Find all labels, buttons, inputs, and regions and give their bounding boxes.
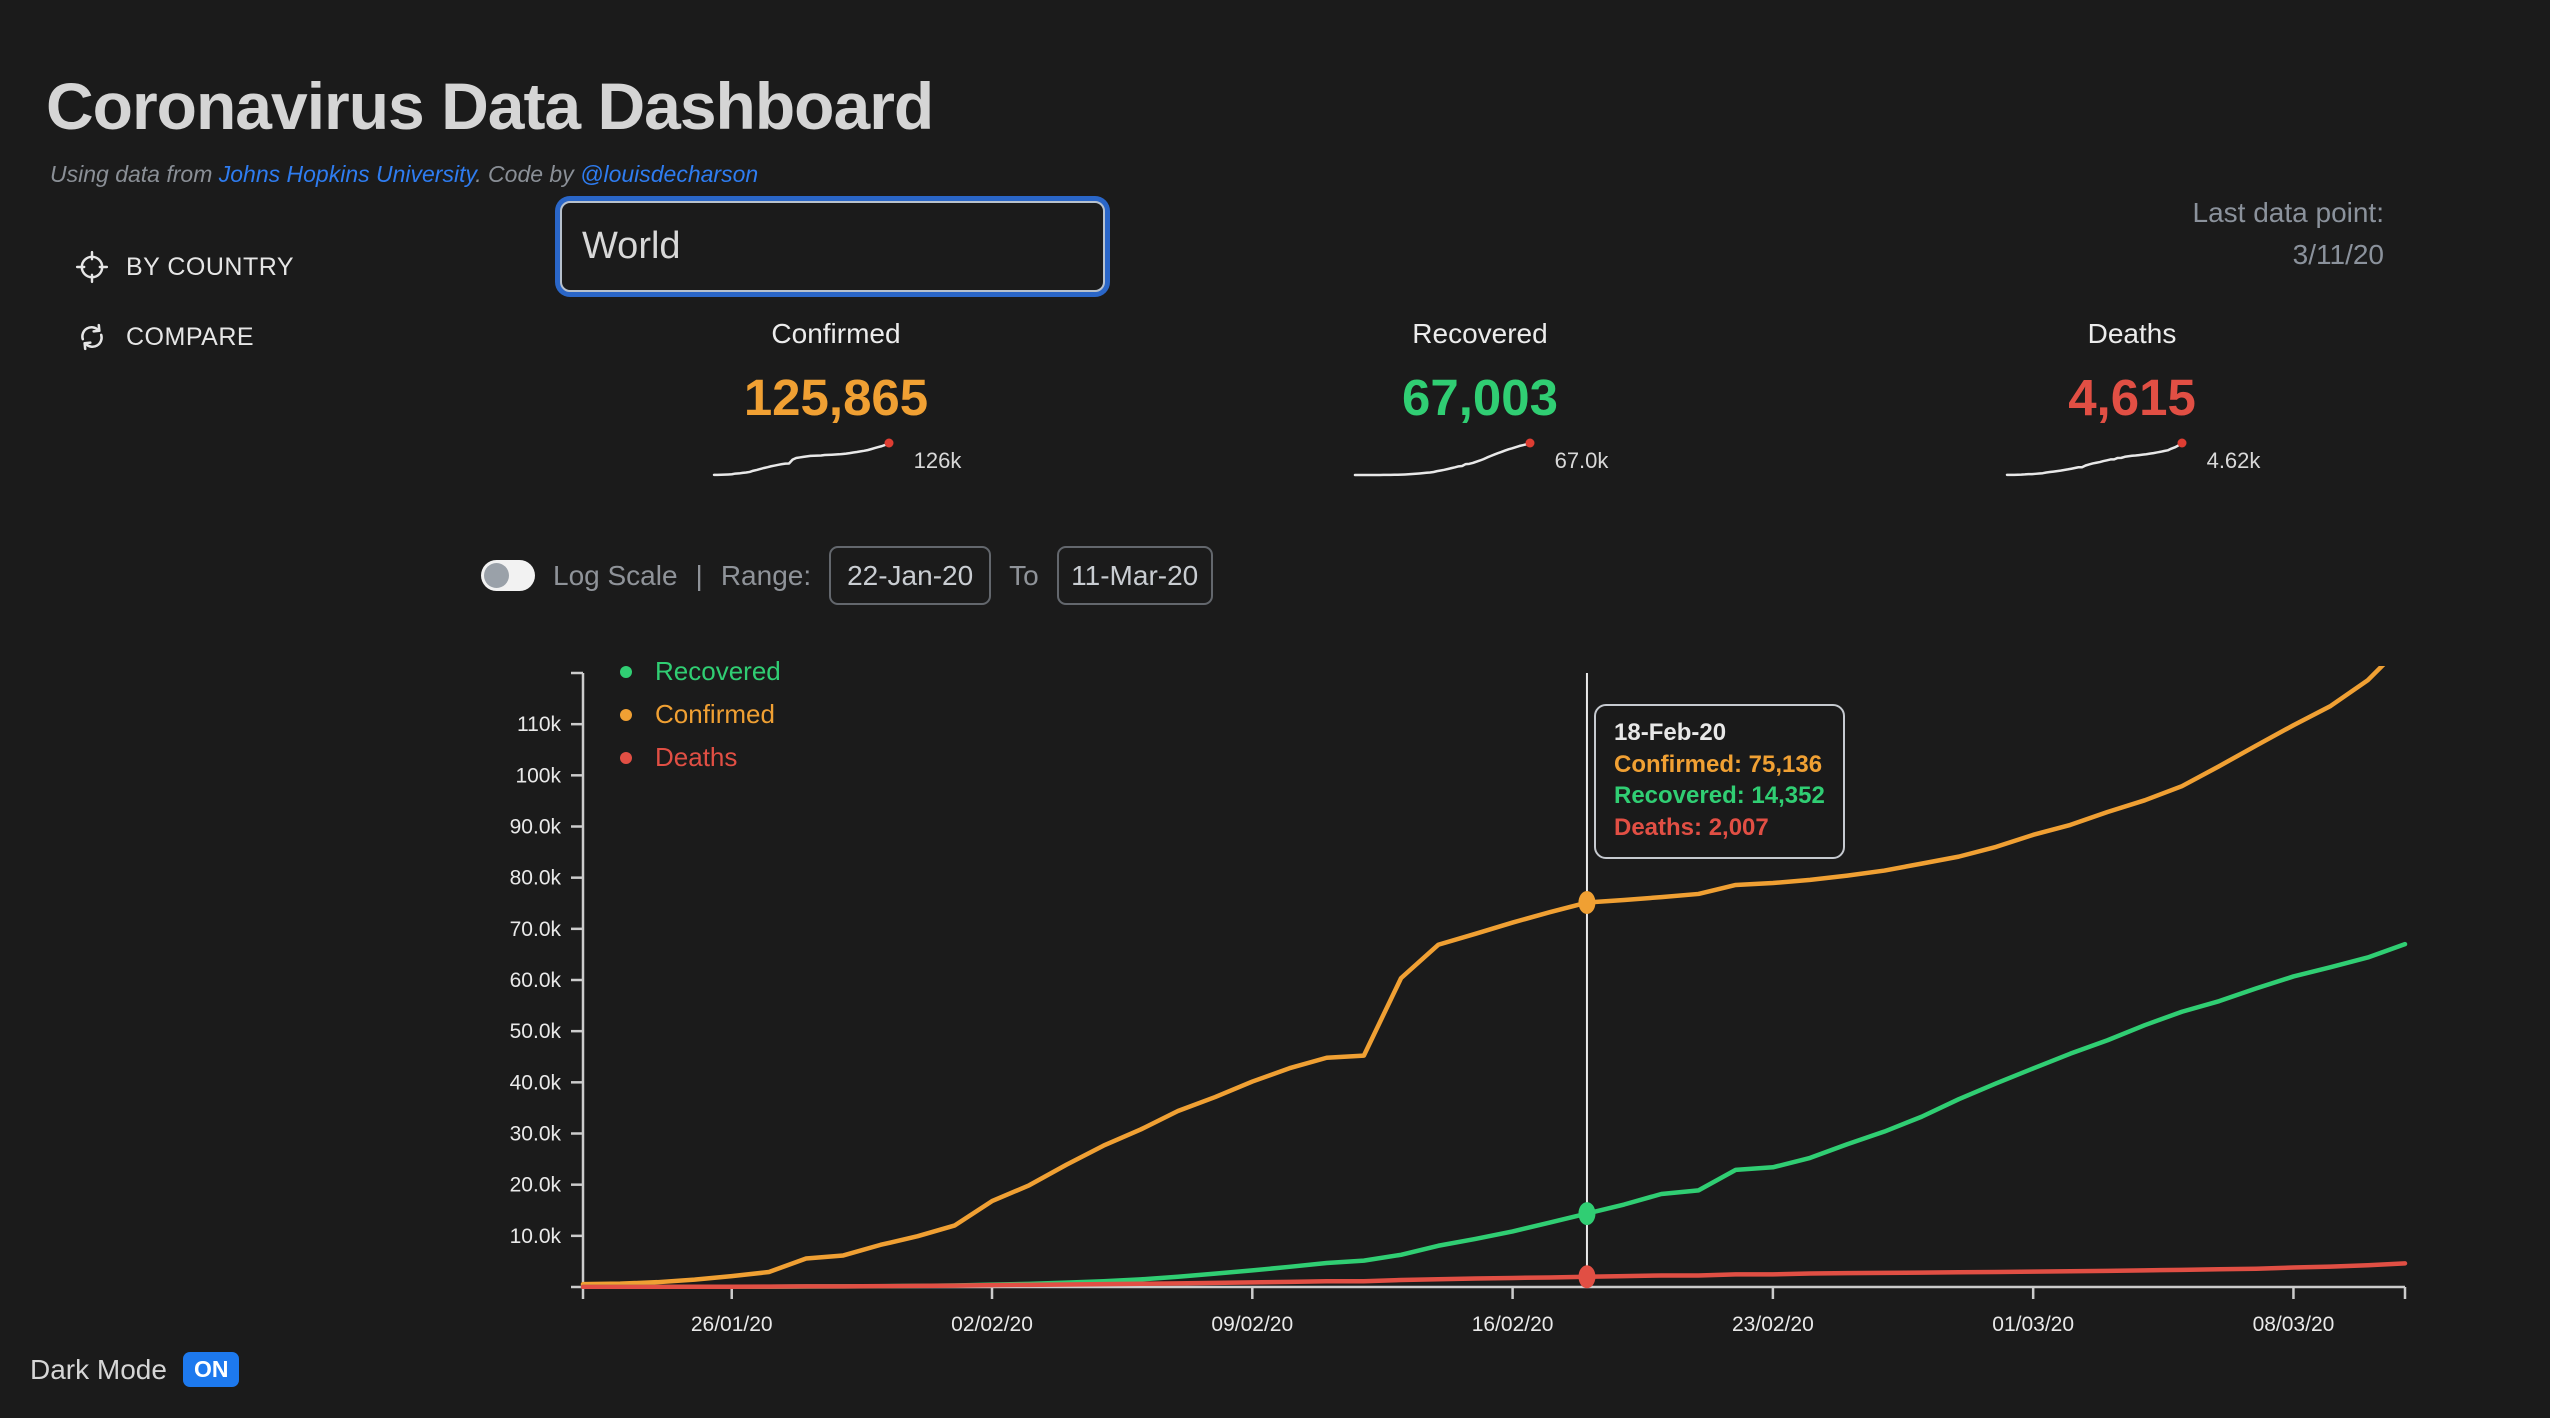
dark-mode-label: Dark Mode <box>30 1353 167 1385</box>
log-scale-label: Log Scale <box>553 559 678 591</box>
legend-label: Confirmed <box>655 699 775 729</box>
tooltip-date: 18-Feb-20 <box>1614 719 1727 746</box>
last-data-point-label: Last data point: <box>2192 197 2384 228</box>
x-axis-tick-label: 09/02/20 <box>1211 1313 1293 1336</box>
subtitle-mid: . Code by <box>475 161 581 187</box>
subtitle: Using data from Johns Hopkins University… <box>50 161 758 188</box>
recovered-hover-dot <box>1578 1202 1596 1226</box>
x-axis-tick-label: 16/02/20 <box>1472 1313 1554 1336</box>
sidebar-item-label: BY COUNTRY <box>126 252 295 281</box>
chart-legend: Recovered Confirmed Deaths <box>620 650 781 779</box>
legend-dot <box>620 665 632 678</box>
x-axis-tick-label: 02/02/20 <box>951 1313 1033 1336</box>
chart-tooltip: 18-Feb-20 Confirmed: 75,136 Recovered: 14,… <box>1594 704 1845 859</box>
main-chart-area[interactable]: 10.0k 20.0k 30.0k 40.0k 50.0k 60.0k 70.0k 80.0k… <box>0 640 2550 1350</box>
tooltip-row-recovered: Recovered: 14,352 <box>1614 782 1825 810</box>
range-from-input[interactable] <box>829 546 992 605</box>
x-axis-tick-label: 26/01/20 <box>691 1313 773 1336</box>
to-label: To <box>1009 559 1039 591</box>
dark-mode-badge[interactable]: ON <box>182 1352 240 1387</box>
y-axis-tick-label: 10.0k <box>510 1225 562 1248</box>
y-axis-tick-label: 20.0k <box>510 1174 562 1197</box>
y-axis-tick-label: 30.0k <box>510 1123 562 1146</box>
sparkline-recovered <box>1353 438 1535 477</box>
main-chart-svg[interactable]: 10.0k 20.0k 30.0k 40.0k 50.0k 60.0k 70.0k 80.0k… <box>0 640 2550 1350</box>
legend-item-confirmed[interactable]: Confirmed <box>620 693 781 736</box>
y-axis-tick-label: 110k <box>517 713 561 736</box>
sparkline-deaths <box>2005 438 2187 477</box>
sidebar-item-label: COMPARE <box>126 322 255 351</box>
stat-label: Deaths <box>2087 318 2177 349</box>
author-link[interactable]: @louisdecharson <box>580 161 759 187</box>
stat-label: Recovered <box>1412 318 1548 349</box>
sidebar-item-by-country[interactable]: BY COUNTRY <box>74 242 294 292</box>
dark-mode-control: Dark Mode ON <box>30 1352 240 1387</box>
y-axis-tick-label: 60.0k <box>510 969 562 992</box>
legend-label: Recovered <box>655 656 781 686</box>
range-label: Range: <box>720 559 812 591</box>
range-to-input[interactable] <box>1056 546 1213 605</box>
legend-item-recovered[interactable]: Recovered <box>620 650 781 693</box>
y-axis-tick-label: 100k <box>515 764 561 787</box>
legend-dot <box>620 708 632 721</box>
y-axis-tick-label: 50.0k <box>510 1020 562 1043</box>
x-axis-tick-label: 08/03/20 <box>2253 1313 2335 1336</box>
legend-item-deaths[interactable]: Deaths <box>620 736 781 779</box>
sparkline-value-label: 126k <box>913 448 962 473</box>
sparkline-confirmed <box>712 438 894 477</box>
jhu-link[interactable]: Johns Hopkins University <box>218 161 476 187</box>
page-title: Coronavirus Data Dashboard <box>46 69 934 144</box>
y-axis-tick-label: 40.0k <box>510 1071 562 1094</box>
stat-label: Confirmed <box>771 318 901 349</box>
country-search-input[interactable] <box>560 201 1105 292</box>
sidebar-item-compare[interactable]: COMPARE <box>74 312 254 362</box>
y-axis-tick-label: 90.0k <box>510 816 562 839</box>
confirmed-hover-dot <box>1578 891 1596 915</box>
x-axis-tick-label: 01/03/20 <box>1992 1313 2074 1336</box>
stat-deaths: Deaths 4,615 4.62k <box>1852 318 2412 481</box>
last-data-point: Last data point: 3/11/20 <box>2193 192 2384 276</box>
confirmed-line <box>580 666 2386 1287</box>
x-axis-tick-label: 23/02/20 <box>1732 1313 1814 1336</box>
compare-arrows-icon <box>74 319 110 355</box>
legend-dot <box>620 751 632 764</box>
y-axis-tick-label: 70.0k <box>510 918 562 941</box>
deaths-hover-dot <box>1578 1265 1596 1289</box>
chart-controls: Log Scale | Range: To <box>481 546 1213 605</box>
tooltip-row-deaths: Deaths: 2,007 <box>1614 814 1769 842</box>
recovered-line <box>580 941 2408 1289</box>
stat-recovered: Recovered 67,003 67.0k <box>1200 318 1760 481</box>
stat-confirmed: Confirmed 125,865 126k <box>556 318 1116 481</box>
separator: | <box>695 559 703 591</box>
target-icon <box>74 249 110 285</box>
log-scale-toggle[interactable] <box>481 560 535 591</box>
subtitle-prefix: Using data from <box>50 161 219 187</box>
stat-value: 125,865 <box>743 369 929 426</box>
stat-value: 67,003 <box>1402 369 1558 426</box>
toggle-knob <box>484 563 509 588</box>
last-data-point-value: 3/11/20 <box>2292 239 2384 270</box>
deaths-line <box>580 1261 2408 1289</box>
sparkline-value-label: 67.0k <box>1554 448 1609 473</box>
tooltip-row-confirmed: Confirmed: 75,136 <box>1614 750 1823 778</box>
legend-label: Deaths <box>655 742 738 772</box>
y-axis-tick-label: 80.0k <box>510 867 562 890</box>
sparkline-value-label: 4.62k <box>2206 448 2261 473</box>
stat-value: 4,615 <box>2068 369 2196 426</box>
